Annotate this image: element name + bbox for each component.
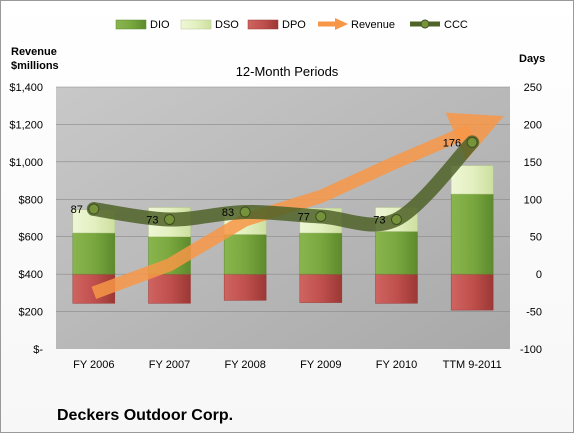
legend-item-dio: DIO [115, 19, 170, 31]
x-tick-label: FY 2008 [224, 359, 265, 371]
ccc-value-label: 77 [298, 212, 310, 224]
legend-item-dso: DSO [180, 19, 239, 31]
right-tick-label: 250 [524, 82, 542, 94]
legend-marker-ccc [420, 19, 430, 29]
bar-dpo [299, 273, 343, 303]
ccc-value-label: 83 [222, 207, 234, 219]
right-axis: -100 -50 0 50 100 150 200 250 [520, 82, 542, 356]
right-tick-label: 0 [536, 269, 542, 281]
left-tick-label: $1,200 [9, 119, 43, 131]
right-tick-label: 150 [524, 157, 542, 169]
legend-swatch-dio [115, 19, 147, 30]
bar-dpo [375, 273, 418, 304]
ccc-point [88, 203, 100, 215]
right-tick-label: 50 [530, 232, 542, 244]
legend-label-dpo: DPO [282, 19, 306, 31]
bar-dso [450, 165, 494, 195]
bar-dio [375, 231, 418, 275]
right-tick-label: -100 [520, 344, 542, 356]
legend: DIO DSO DPO Revenue CCC [115, 18, 468, 31]
x-tick-label: TTM 9-2011 [443, 359, 502, 371]
ccc-point [391, 213, 402, 225]
legend-arrowhead-revenue [335, 18, 348, 30]
ccc-labels: 87 73 83 77 73 176 [71, 137, 462, 226]
legend-label-ccc: CCC [444, 19, 468, 31]
right-tick-label: -50 [526, 307, 542, 319]
legend-swatch-dpo [247, 19, 279, 30]
left-axis: $- $200 $400 $600 $800 $1,000 $1,200 $1,400 [9, 82, 43, 356]
left-tick-label: $200 [19, 307, 43, 319]
right-axis-title: Days [519, 53, 545, 65]
x-tick-label: FY 2007 [149, 359, 190, 371]
ccc-point [164, 213, 175, 225]
left-tick-label: $- [33, 344, 43, 356]
left-axis-title-line2: $millions [11, 60, 59, 72]
bar-dpo [223, 273, 267, 301]
ccc-value-label: 73 [146, 214, 158, 226]
legend-label-dio: DIO [150, 19, 170, 31]
legend-item-ccc: CCC [410, 19, 468, 31]
company-name: Deckers Outdoor Corp. [57, 407, 233, 424]
left-tick-label: $1,400 [9, 82, 43, 94]
right-tick-label: 200 [524, 119, 542, 131]
ccc-value-label: 87 [71, 204, 83, 216]
bar-dio [223, 234, 267, 275]
left-tick-label: $600 [19, 232, 43, 244]
ccc-point [466, 136, 478, 148]
chart-subtitle: 12-Month Periods [236, 64, 339, 79]
legend-label-revenue: Revenue [351, 19, 395, 31]
bar-dio [299, 232, 343, 275]
legend-label-dso: DSO [215, 19, 239, 31]
ccc-point [239, 206, 251, 218]
bar-dpo [148, 273, 191, 304]
left-tick-label: $800 [19, 194, 43, 206]
ccc-point [315, 211, 327, 223]
x-axis: FY 2006 FY 2007 FY 2008 FY 2009 FY 2010 TTM 9… [73, 359, 502, 371]
x-tick-label: FY 2010 [376, 359, 417, 371]
bar-dio [450, 193, 494, 275]
ccc-value-label: 73 [373, 214, 385, 226]
legend-item-revenue: Revenue [318, 18, 395, 31]
bar-dio [72, 232, 116, 275]
right-tick-label: 100 [524, 194, 542, 206]
x-tick-label: FY 2009 [300, 359, 341, 371]
left-axis-title-line1: Revenue [11, 46, 57, 58]
ccc-points [88, 136, 478, 225]
ccc-value-label: 176 [443, 137, 461, 149]
legend-swatch-dso [180, 19, 212, 30]
left-tick-label: $400 [19, 269, 43, 281]
bar-dpo [450, 273, 494, 311]
left-tick-label: $1,000 [9, 157, 43, 169]
legend-item-dpo: DPO [247, 19, 306, 31]
x-tick-label: FY 2006 [73, 359, 114, 371]
